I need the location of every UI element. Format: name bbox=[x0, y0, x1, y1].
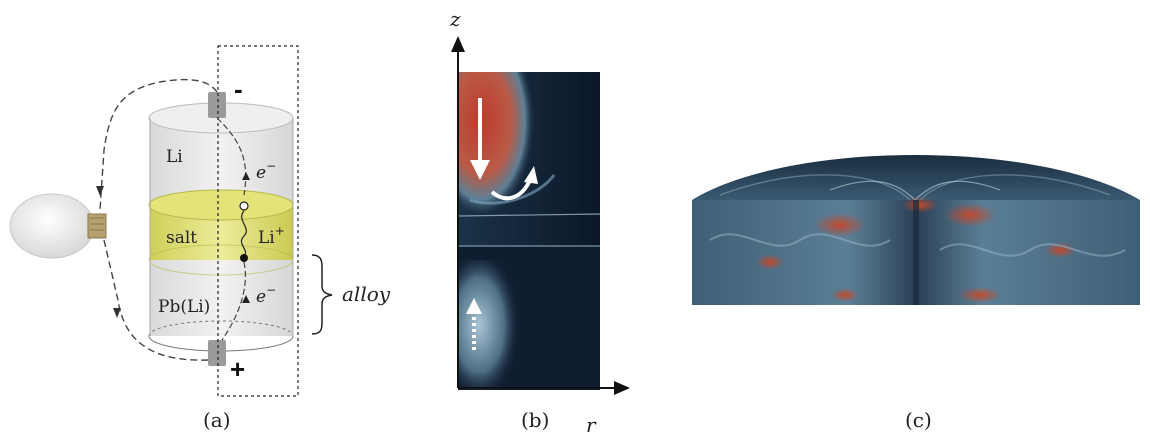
z-axis-label: z bbox=[449, 7, 461, 31]
label-electron-lower: e− bbox=[256, 283, 276, 307]
cell-cylinder bbox=[148, 102, 294, 352]
arrow-up-icon bbox=[524, 166, 538, 184]
label-li-ion-base: Li bbox=[258, 228, 275, 248]
simulation-2d-drawing: z r bbox=[449, 7, 630, 437]
simulation-3d-panel: (c) bbox=[680, 0, 1150, 439]
circuit-wire-top bbox=[99, 78, 218, 211]
positive-terminal bbox=[208, 340, 226, 366]
label-salt: salt bbox=[166, 228, 197, 248]
hot-spot bbox=[831, 288, 859, 302]
minus-sign: - bbox=[234, 74, 243, 104]
electron-path-upper bbox=[216, 117, 247, 196]
light-bulb-icon bbox=[9, 193, 107, 259]
hot-spot bbox=[756, 254, 784, 270]
label-electron-upper-charge: − bbox=[266, 159, 276, 173]
r-axis-label: r bbox=[586, 413, 597, 437]
arrow-down-icon bbox=[470, 160, 490, 180]
hot-spot bbox=[814, 213, 866, 237]
caption-c: (c) bbox=[905, 408, 932, 432]
arrow-right-icon bbox=[614, 381, 630, 395]
simulation-3d-drawing bbox=[692, 155, 1140, 305]
caption-b: (b) bbox=[521, 408, 550, 432]
label-pb-li: Pb(Li) bbox=[158, 297, 210, 317]
arrow-up-icon bbox=[242, 172, 250, 180]
battery-cell-schematic: Li salt Li+ Pb(Li) e− e− alloy - + (a) bbox=[0, 0, 430, 439]
ion-source-dot bbox=[239, 201, 249, 211]
label-li-ion: Li+ bbox=[258, 224, 285, 248]
arrow-up-icon bbox=[451, 36, 465, 52]
negative-terminal bbox=[208, 92, 226, 118]
plus-sign: + bbox=[230, 354, 245, 384]
label-li-ion-charge: + bbox=[275, 224, 285, 238]
arrow-up-icon bbox=[242, 295, 250, 303]
simulation-2d-panel: z r (b) bbox=[430, 0, 660, 439]
electron-path-lower bbox=[221, 261, 246, 341]
label-electron-upper-base: e bbox=[256, 163, 266, 183]
label-alloy: alloy bbox=[342, 282, 391, 306]
ion-wiggle bbox=[240, 210, 247, 257]
label-li: Li bbox=[166, 147, 183, 167]
hot-spot bbox=[944, 203, 996, 227]
ion-sink-dot bbox=[240, 254, 248, 262]
label-electron-upper: e− bbox=[256, 159, 276, 183]
top-surface bbox=[692, 155, 1140, 200]
arrow-down-icon bbox=[113, 308, 121, 318]
curl-arrow bbox=[490, 179, 532, 201]
alloy-brace bbox=[311, 254, 333, 335]
hot-spot bbox=[902, 197, 938, 213]
arrow-down-icon bbox=[96, 186, 104, 196]
circuit-wire-bottom bbox=[103, 239, 209, 361]
label-electron-lower-charge: − bbox=[266, 283, 276, 297]
lower-flow bbox=[458, 260, 528, 390]
battery-cell-drawing: Li salt Li+ Pb(Li) e− e− alloy - + bbox=[9, 45, 391, 397]
hot-spot bbox=[1044, 242, 1076, 258]
caption-a: (a) bbox=[203, 408, 231, 432]
label-electron-lower-base: e bbox=[256, 287, 266, 307]
dotted-region-box bbox=[217, 45, 299, 397]
arrow-up-icon bbox=[466, 298, 482, 314]
hot-spot bbox=[958, 287, 1002, 303]
